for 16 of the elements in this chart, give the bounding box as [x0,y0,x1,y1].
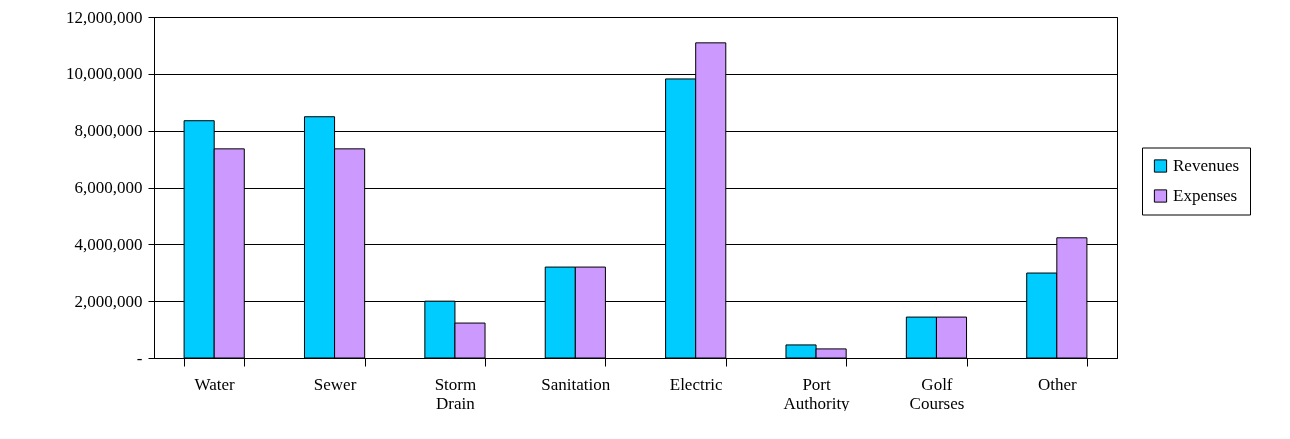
x-tick-label: Golf Courses [909,374,965,413]
y-tick-label: 10,000,000 [66,64,143,84]
y-tick-label: 2,000,000 [74,291,143,311]
legend-label: Expenses [1173,186,1238,205]
y-tick-label: 4,000,000 [74,234,143,254]
y-tick-label: - [136,348,143,368]
x-tick-label: Electric [669,374,724,394]
x-tick-label: Sewer [313,374,357,394]
legend-label: Revenues [1173,156,1240,175]
y-tick-label: 6,000,000 [74,178,143,197]
x-tick-label: Other [1037,374,1077,394]
x-tick-label: Storm Drain [434,374,477,413]
y-tick-label: 12,000,000 [66,7,143,27]
x-tick-label: Sanitation [541,374,611,394]
x-tick-label: Water [194,374,236,394]
y-tick-label: 8,000,000 [74,121,143,141]
